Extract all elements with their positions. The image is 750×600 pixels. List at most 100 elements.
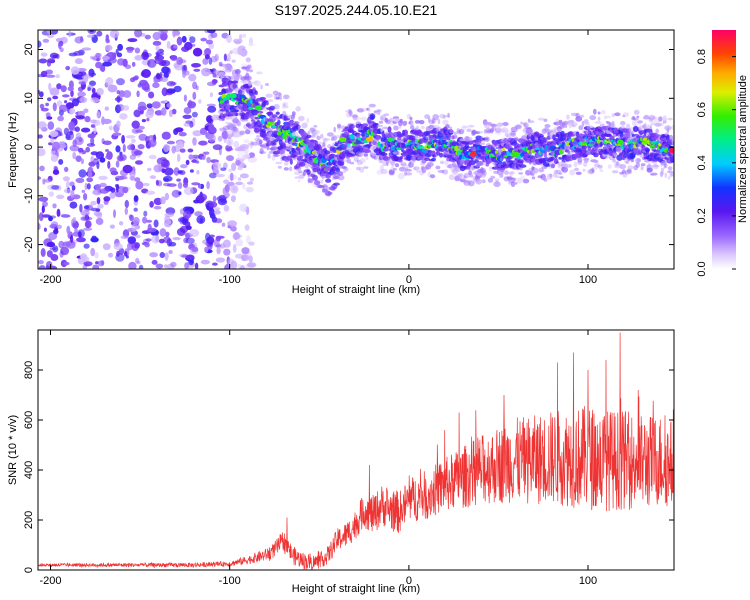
spectrogram-halo [515, 181, 518, 185]
spectrogram-noise-blob [246, 181, 254, 185]
spectrogram-halo [622, 114, 626, 118]
spectrogram-noise-blob [176, 36, 183, 46]
spectrogram-halo [317, 141, 323, 145]
spectrogram-halo [388, 170, 395, 176]
spectrogram-noise-blob [150, 143, 155, 148]
spectrogram-noise-blob [80, 253, 88, 260]
spectrogram-noise-blob [227, 220, 238, 228]
spectrogram-halo [589, 115, 597, 121]
spectrogram-noise-blob [68, 121, 76, 131]
spectrogram-halo [648, 117, 653, 123]
spectrogram-noise-blob [76, 237, 86, 243]
spectrogram-noise-blob [137, 83, 142, 88]
spectrogram-halo [242, 80, 247, 84]
spectrogram-noise-blob [226, 155, 234, 162]
spectrogram-noise-blob [109, 191, 116, 199]
spectrogram-noise-blob [83, 261, 93, 267]
spectrogram-y-axis-label: Frequency (Hz) [7, 112, 19, 188]
spectrogram-noise-blob [230, 195, 236, 203]
spectrogram-halo [288, 166, 293, 172]
snr-x-tick-label: 0 [406, 575, 412, 587]
colorbar: 0.0 0.2 0.4 0.6 0.8 Normalized spectral ampl… [696, 30, 749, 277]
spectrogram-noise-blob [69, 108, 75, 115]
spectrogram-noise-blob [131, 120, 140, 129]
spectrogram-halo [420, 126, 425, 130]
spectrogram-halo [643, 114, 650, 118]
spectrogram-halo [561, 166, 568, 173]
spectrogram-halo [523, 122, 529, 128]
spectrogram-halo [323, 138, 331, 141]
spectrogram-noise-blob [185, 120, 193, 124]
spectrogram-halo [244, 129, 251, 135]
spectrogram-noise-blob [208, 172, 217, 179]
spectrogram-halo [342, 168, 347, 174]
spectrogram-halo [348, 110, 353, 117]
spectrogram-noise-blob [158, 165, 162, 172]
spectrogram-blob [388, 131, 393, 137]
spectrogram-noise-blob [83, 243, 90, 249]
spectrogram-noise-blob [105, 149, 109, 152]
spectrogram-noise-blob [218, 194, 227, 201]
spectrogram-halo [452, 134, 458, 139]
spectrogram-noise-blob [196, 215, 206, 224]
spectrogram-halo [231, 132, 234, 138]
spectrogram-halo [493, 181, 501, 188]
spectrogram-halo [599, 169, 604, 173]
spectrogram-noise-blob [78, 81, 86, 85]
spectrogram-noise-blob [49, 52, 59, 59]
spectrogram-halo [243, 139, 250, 144]
spectrogram-halo [557, 162, 561, 169]
spectrogram-noise-blob [206, 103, 216, 107]
spectrogram-halo [363, 107, 367, 112]
spectrogram-noise-blob [230, 184, 239, 194]
spectrogram-y-tick-label: -10 [23, 188, 35, 204]
spectrogram-halo [584, 122, 590, 126]
spectrogram-halo [513, 182, 518, 185]
spectrogram-halo [539, 169, 545, 172]
spectrogram-halo [344, 167, 349, 172]
spectrogram-blob [286, 126, 291, 131]
snr-marks [38, 332, 674, 570]
spectrogram-halo [291, 111, 296, 117]
spectrogram-blob [374, 123, 379, 126]
spectrogram-noise-blob [94, 252, 99, 259]
spectrogram-halo [630, 158, 635, 163]
spectrogram-noise-blob [235, 181, 244, 186]
spectrogram-halo [509, 177, 517, 181]
spectrogram-noise-blob [204, 48, 212, 56]
spectrogram-halo [582, 168, 586, 172]
spectrogram-halo [664, 163, 668, 168]
spectrogram-noise-blob [41, 205, 45, 214]
spectrogram-noise-blob [124, 199, 129, 209]
spectrogram-noise-blob [138, 264, 144, 269]
spectrogram-peak-point [339, 137, 347, 143]
spectrogram-noise-blob [166, 88, 176, 94]
spectrogram-blob [277, 119, 281, 126]
spectrogram-halo [502, 169, 509, 175]
spectrogram-noise-blob [43, 227, 47, 232]
spectrogram-halo [597, 116, 601, 122]
spectrogram-noise-blob [47, 97, 52, 102]
spectrogram-blob [324, 150, 331, 155]
spectrogram-noise-blob [172, 237, 181, 241]
spectrogram-halo [633, 109, 640, 115]
spectrogram-halo [236, 121, 242, 127]
colorbar-tick-label: 0.0 [696, 261, 708, 276]
spectrogram-halo [652, 115, 656, 120]
spectrogram-halo [231, 59, 236, 63]
spectrogram-halo [360, 116, 368, 121]
spectrogram-noise-blob [48, 191, 54, 197]
spectrogram-halo [376, 124, 383, 128]
spectrogram-noise-blob [52, 245, 59, 253]
spectrogram-blob [235, 112, 239, 117]
spectrogram-noise-blob [237, 47, 243, 55]
snr-y-tick-label: 600 [23, 411, 35, 429]
spectrogram-noise-blob [135, 160, 143, 165]
spectrogram-halo [298, 174, 305, 179]
snr-panel: -200 -100 0 100 0 200 400 600 800 Height of stra… [7, 329, 675, 595]
spectrogram-branch-point [314, 180, 321, 186]
spectrogram-noise-blob [163, 264, 169, 269]
spectrogram-noise-blob [124, 207, 128, 215]
spectrogram-noise-blob [248, 69, 254, 73]
spectrogram-halo [322, 143, 326, 148]
